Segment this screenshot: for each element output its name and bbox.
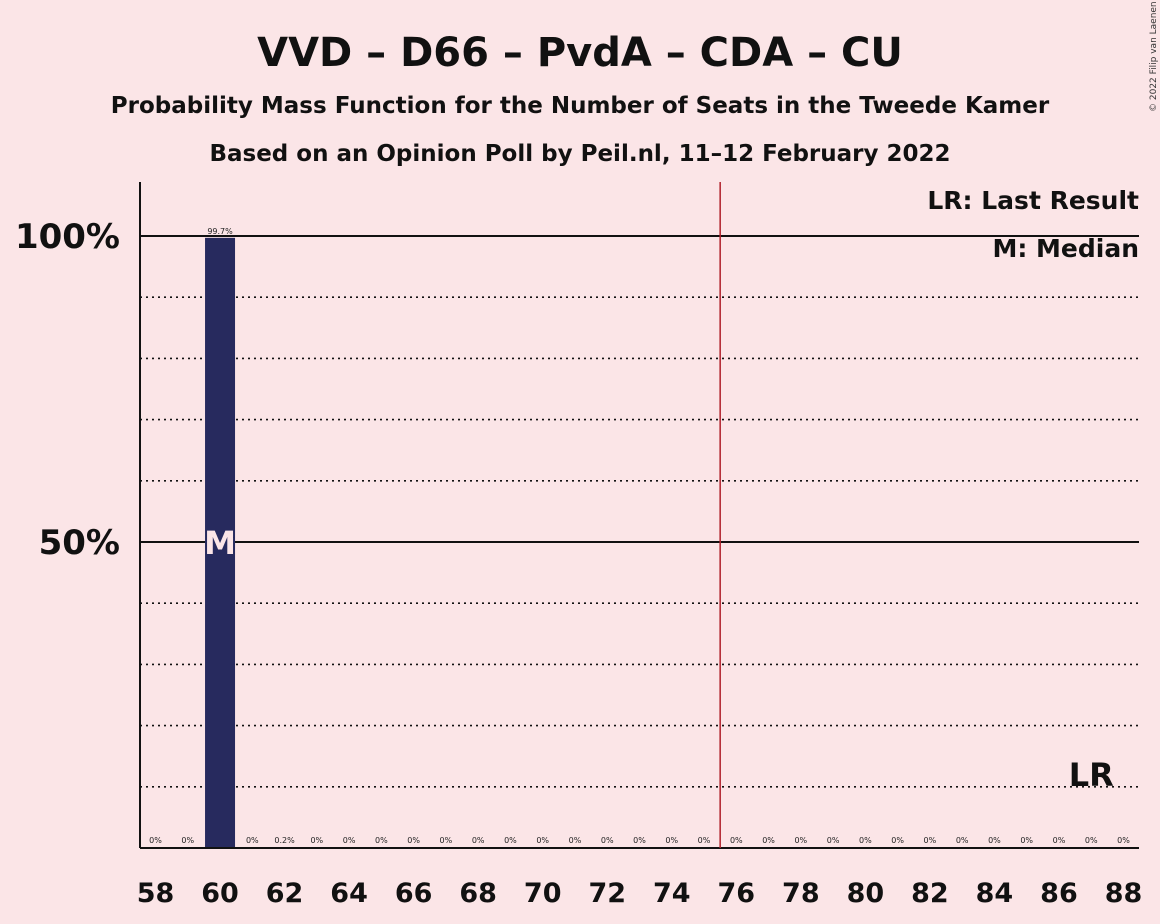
chart-subtitle: Probability Mass Function for the Number…	[111, 93, 1050, 119]
axes	[139, 182, 1139, 849]
markers: M LR	[204, 524, 1114, 794]
data-label: 0%	[762, 836, 775, 845]
x-tick-label: 68	[459, 878, 497, 909]
data-label: 0%	[665, 836, 678, 845]
data-label: 0%	[569, 836, 582, 845]
x-tick-label: 66	[395, 878, 433, 909]
median-marker: M	[204, 524, 236, 562]
x-tick-label: 64	[330, 878, 368, 909]
last-result-marker: LR	[1069, 756, 1114, 794]
data-label: 0%	[1020, 836, 1033, 845]
chart-title: VVD – D66 – PvdA – CDA – CU	[257, 30, 903, 76]
data-label: 0%	[956, 836, 969, 845]
y-tick-labels: 50% 100%	[15, 217, 120, 563]
legend-median: M: Median	[992, 234, 1139, 263]
x-tick-label: 76	[718, 878, 756, 909]
data-label: 0%	[601, 836, 614, 845]
data-label: 0%	[1053, 836, 1066, 845]
x-tick-label: 62	[266, 878, 304, 909]
data-label: 99.7%	[207, 227, 233, 236]
x-tick-label: 88	[1105, 878, 1143, 909]
x-tick-label: 58	[137, 878, 175, 909]
x-tick-label: 70	[524, 878, 562, 909]
x-tick-labels: 58 60 62 64 66 68 70 72 74 76 78 80 82 84 86 88	[137, 878, 1143, 909]
data-label: 0%	[1085, 836, 1098, 845]
x-tick-label: 84	[976, 878, 1014, 909]
chart-source-line: Based on an Opinion Poll by Peil.nl, 11–…	[209, 141, 950, 167]
data-label: 0%	[859, 836, 872, 845]
x-tick-label: 78	[782, 878, 820, 909]
x-tick-label: 80	[847, 878, 885, 909]
x-tick-label: 74	[653, 878, 691, 909]
data-labels: 0% 0% 99.7% 0% 0.2% 0% 0% 0% 0% 0% 0% 0% 0% 0% 0% 0% 0% 0…	[149, 227, 1130, 845]
data-label: 0%	[730, 836, 743, 845]
data-label: 0%	[794, 836, 807, 845]
data-label: 0%	[149, 836, 162, 845]
data-label: 0%	[310, 836, 323, 845]
data-label: 0%	[1117, 836, 1130, 845]
data-label: 0%	[924, 836, 937, 845]
data-label: 0%	[472, 836, 485, 845]
x-tick-label: 72	[588, 878, 626, 909]
copyright-notice: © 2022 Filip van Laenen	[1149, 1, 1159, 112]
bar	[205, 237, 236, 848]
data-label: 0%	[504, 836, 517, 845]
data-label: 0%	[827, 836, 840, 845]
data-label: 0.2%	[274, 836, 295, 845]
data-label: 0%	[343, 836, 356, 845]
legend-last-result: LR: Last Result	[927, 186, 1139, 215]
data-label: 0%	[375, 836, 388, 845]
data-label: 0%	[633, 836, 646, 845]
gridlines	[140, 235, 1139, 788]
x-tick-label: 86	[1040, 878, 1078, 909]
x-tick-label: 82	[911, 878, 949, 909]
data-label: 0%	[246, 836, 259, 845]
data-label: 0%	[891, 836, 904, 845]
y-tick-label: 50%	[39, 523, 120, 563]
x-tick-label: 60	[201, 878, 239, 909]
data-label: 0%	[698, 836, 711, 845]
data-label: 0%	[536, 836, 549, 845]
bars	[205, 237, 236, 848]
data-label: 0%	[440, 836, 453, 845]
data-label: 0%	[181, 836, 194, 845]
data-label: 0%	[407, 836, 420, 845]
data-label: 0%	[988, 836, 1001, 845]
y-tick-label: 100%	[15, 217, 120, 257]
